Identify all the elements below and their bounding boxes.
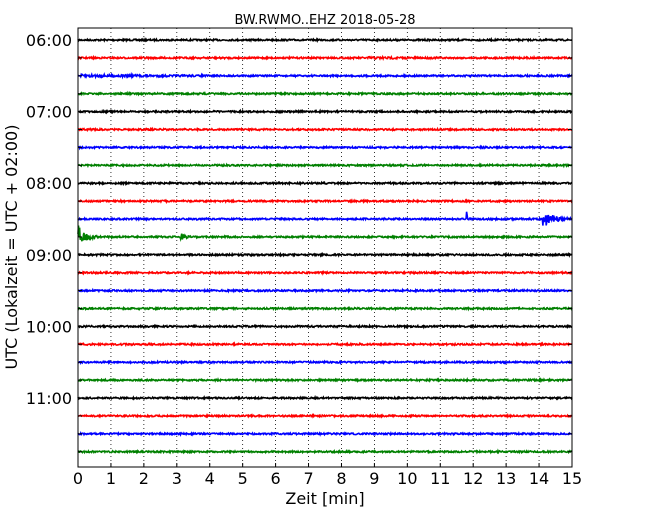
trace-line xyxy=(77,269,573,276)
x-tick-label: 5 xyxy=(238,469,248,488)
trace-line xyxy=(77,394,573,401)
trace-line xyxy=(77,323,573,330)
x-tick-label: 0 xyxy=(73,469,83,488)
y-tick-label: 07:00 xyxy=(26,103,72,122)
seismic-traces xyxy=(77,36,573,455)
trace-line xyxy=(77,126,573,133)
y-tick-label: 06:00 xyxy=(26,31,72,50)
trace-line xyxy=(77,54,573,61)
x-tick-label: 1 xyxy=(106,469,116,488)
x-tick-label: 2 xyxy=(139,469,149,488)
trace-line xyxy=(77,251,573,258)
y-tick-label: 11:00 xyxy=(26,389,72,408)
trace-line xyxy=(77,211,573,226)
plot-frame xyxy=(77,27,573,468)
trace-line xyxy=(77,198,573,205)
x-tick-label: 11 xyxy=(430,469,450,488)
x-tick-label: 4 xyxy=(205,469,215,488)
trace-line xyxy=(77,305,573,312)
y-axis: 06:00 07:00 08:00 09:00 10:00 11:00 xyxy=(26,31,572,453)
trace-line xyxy=(77,359,573,366)
trace-line xyxy=(77,430,573,438)
x-tick-label: 7 xyxy=(303,469,313,488)
y-tick-label: 09:00 xyxy=(26,246,72,265)
y-axis-label: UTC (Lokalzeit = UTC + 02:00) xyxy=(2,125,21,370)
x-tick-label: 13 xyxy=(496,469,516,488)
chart-title: BW.RWMO..EHZ 2018-05-28 xyxy=(234,13,415,28)
x-axis: 0 1 2 3 4 5 6 7 8 9 10 11 12 13 14 15 xyxy=(73,463,582,488)
trace-line xyxy=(77,180,573,187)
x-tick-label: 3 xyxy=(172,469,182,488)
trace-line xyxy=(77,71,573,80)
trace-line xyxy=(77,412,573,419)
x-axis-label: Zeit [min] xyxy=(285,489,364,508)
trace-line xyxy=(78,377,573,384)
x-tick-label: 6 xyxy=(271,469,281,488)
x-tick-label: 14 xyxy=(529,469,549,488)
trace-line xyxy=(77,162,573,169)
trace-line xyxy=(77,36,573,44)
trace-line xyxy=(77,225,573,242)
trace-line xyxy=(77,144,573,151)
trace-line xyxy=(77,341,573,348)
x-tick-label: 15 xyxy=(562,469,582,488)
x-tick-label: 10 xyxy=(397,469,417,488)
trace-line xyxy=(77,90,573,97)
x-tick-label: 12 xyxy=(463,469,483,488)
x-tick-label: 8 xyxy=(336,469,346,488)
trace-line xyxy=(77,287,573,294)
y-tick-label: 08:00 xyxy=(26,174,72,193)
y-tick-label: 10:00 xyxy=(26,317,72,336)
x-tick-label: 9 xyxy=(369,469,379,488)
trace-line xyxy=(77,448,573,455)
trace-line xyxy=(77,108,573,115)
